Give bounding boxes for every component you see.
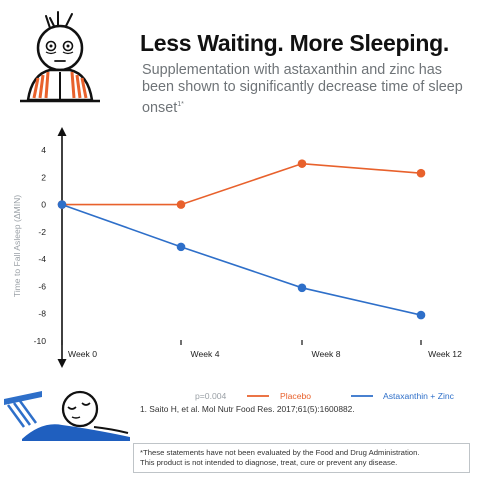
- subtitle-reference: 1*: [177, 101, 184, 108]
- sleeping-face-icon: [4, 390, 130, 441]
- y-tick-label: -6: [38, 281, 46, 291]
- data-point-series-1: [297, 283, 307, 293]
- x-tick-label: Week 8: [312, 349, 341, 359]
- chart-series: [57, 159, 426, 320]
- y-tick-label: -2: [38, 227, 46, 237]
- tired-face-icon: [20, 11, 100, 103]
- data-point-series-1: [176, 242, 186, 252]
- x-tick-labels: Week 0 Week 4 Week 8 Week 12: [68, 349, 462, 359]
- data-point-series-0: [297, 159, 307, 168]
- fda-disclaimer: *These statements have not been evaluate…: [133, 443, 470, 473]
- data-point-series-0: [416, 168, 426, 178]
- page-title: Less Waiting. More Sleeping.: [140, 30, 449, 56]
- y-tick-labels: 4 2 0 -2 -4 -6 -8 -10: [34, 145, 47, 346]
- x-tick-label: Week 0: [68, 349, 97, 359]
- y-tick-label: 2: [41, 172, 46, 182]
- legend-label-0: Placebo: [280, 391, 311, 401]
- y-tick-label: -10: [34, 336, 47, 346]
- y-tick-label: -4: [38, 254, 46, 264]
- y-axis-label: Time to Fall Asleep (ΔMIN): [12, 195, 22, 297]
- subtitle-text: Supplementation with astaxanthin and zin…: [142, 62, 463, 116]
- chart-legend: p=0.004 Placebo Astaxanthin + Zinc: [195, 391, 455, 401]
- disclaimer-line-2: This product is not intended to diagnose…: [140, 458, 398, 467]
- p-value-annotation: p=0.004: [195, 391, 227, 401]
- series-line-1: [61, 203, 422, 316]
- y-tick-label: 4: [41, 145, 46, 155]
- data-point-series-0: [176, 200, 186, 209]
- y-tick-label: -8: [38, 309, 46, 319]
- data-point-series-1: [416, 310, 426, 320]
- y-axis-arrow-up: [57, 127, 67, 136]
- legend-label-1: Astaxanthin + Zinc: [383, 391, 455, 401]
- x-tick-label: Week 12: [428, 349, 462, 359]
- y-tick-label: 0: [41, 200, 46, 210]
- reference-footnote: 1. Saito H, et al. Mol Nutr Food Res. 20…: [140, 404, 355, 414]
- y-axis-arrow-down: [57, 359, 67, 368]
- chart-axes: [57, 127, 422, 368]
- x-tick-label: Week 4: [191, 349, 220, 359]
- data-point-series-1: [57, 200, 67, 209]
- series-line-0: [62, 162, 422, 206]
- disclaimer-line-1: *These statements have not been evaluate…: [140, 448, 420, 457]
- page-subtitle: Supplementation with astaxanthin and zin…: [142, 62, 472, 117]
